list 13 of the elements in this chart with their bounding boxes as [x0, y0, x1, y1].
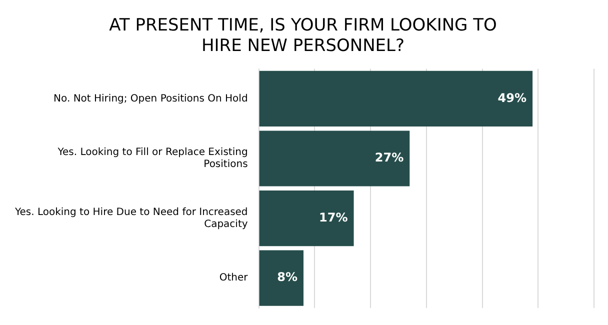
chart-title: AT PRESENT TIME, IS YOUR FIRM LOOKING TO HIRE NEW PERSONNEL? — [109, 16, 497, 56]
data-label: 17% — [319, 210, 348, 224]
bar — [259, 250, 304, 306]
data-label: 27% — [374, 150, 404, 165]
y-tick-label: No. Not Hiring; Open Positions On Hold — [54, 93, 248, 104]
data-label: 49% — [498, 90, 527, 105]
y-tick-label: Other — [219, 272, 249, 284]
bar — [259, 70, 533, 127]
bar — [259, 130, 410, 186]
bar — [259, 190, 354, 246]
y-tick-label: Yes. Looking to Fill or Replace Existing Positions — [56, 147, 248, 170]
data-label: 8% — [277, 270, 298, 284]
y-tick-label: Yes. Looking to Hire Due to Need for Increased Capacity — [14, 206, 248, 230]
